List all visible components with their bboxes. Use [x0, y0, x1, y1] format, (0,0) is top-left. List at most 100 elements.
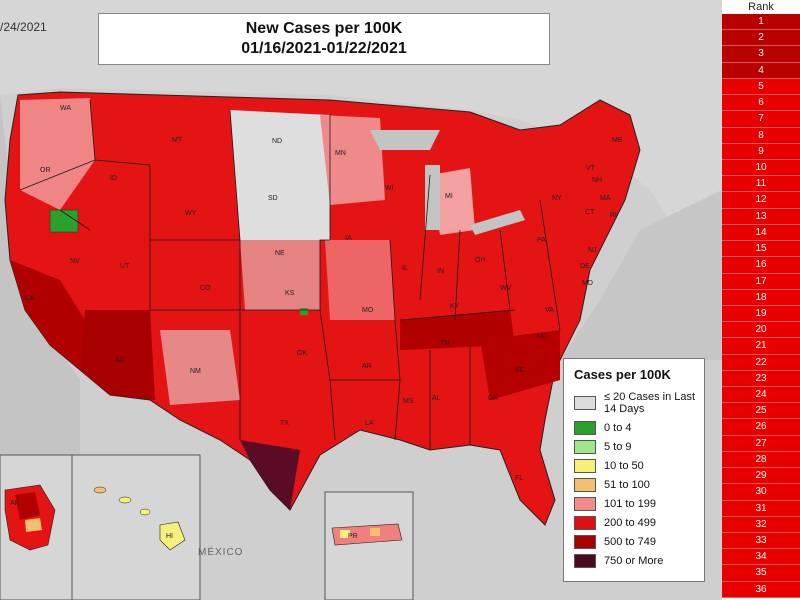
rank-cell: 19 [722, 305, 800, 323]
state-label: VA [545, 307, 554, 314]
state-label: KS [285, 290, 295, 297]
rank-cell: 20 [722, 322, 800, 339]
state-label: UT [120, 263, 130, 270]
state-label: WA [60, 105, 71, 112]
rank-cell: 33 [722, 533, 800, 550]
legend-swatch [574, 534, 596, 549]
date-corner-label: /24/2021 [0, 20, 47, 34]
rank-cell: 10 [722, 159, 800, 177]
legend-item: 200 to 499 [574, 513, 704, 532]
rank-cell: 16 [722, 257, 800, 274]
state-label: LA [365, 420, 374, 427]
legend-item: 5 to 9 [574, 437, 704, 456]
map-date-range: 01/16/2021-01/22/2021 [241, 40, 407, 57]
state-label: NH [592, 177, 602, 184]
state-label: NE [275, 250, 285, 257]
rank-cell: 7 [722, 111, 800, 128]
state-label: NJ [588, 247, 597, 254]
rank-cell: 15 [722, 241, 800, 258]
rank-panel: Rank 1 2 3 4 5 6 7 8 9 10 11 12 13 14 15 16 17 18 19 20 21 22… [722, 0, 800, 600]
rank-cell: 32 [722, 516, 800, 533]
state-label: AL [432, 395, 441, 402]
region-nebraska-kansas [240, 240, 320, 310]
rank-cell: 5 [722, 78, 800, 96]
state-label: DE [580, 263, 590, 270]
state-label: CT [585, 209, 595, 216]
state-label: ND [272, 138, 282, 145]
rank-cell: 12 [722, 192, 800, 209]
legend-label: 101 to 199 [604, 497, 656, 510]
rank-cell: 26 [722, 419, 800, 436]
rank-cell: 31 [722, 500, 800, 517]
rank-cell: 3 [722, 46, 800, 63]
legend-swatch [574, 420, 596, 435]
state-label: GA [488, 395, 498, 402]
rank-cell: 29 [722, 468, 800, 485]
rank-cell: 14 [722, 224, 800, 242]
legend-label: 500 to 749 [604, 535, 656, 548]
state-borders [19, 99, 561, 450]
rank-cell: 30 [722, 484, 800, 501]
legend-label: ≤ 20 Cases in Last 14 Days [604, 391, 696, 415]
state-label: MI [445, 193, 453, 200]
state-label: IL [402, 265, 408, 272]
state-label: SC [515, 367, 525, 374]
state-label: WY [185, 210, 197, 217]
rank-cell: 8 [722, 127, 800, 144]
rank-cell: 2 [722, 30, 800, 47]
region-iowa-missouri [325, 240, 395, 320]
canada-land [0, 0, 722, 300]
state-label: MS [403, 398, 414, 405]
state-label: OH [475, 257, 486, 264]
legend-swatch [574, 439, 596, 454]
rank-cell: 34 [722, 549, 800, 566]
state-label: TN [440, 340, 449, 347]
state-label: NV [70, 258, 80, 265]
state-label: AK [10, 500, 20, 507]
map-area: WA OR ID MT ND MN WY SD NV CA UT CO NE K… [0, 0, 722, 600]
state-label: ID [110, 175, 117, 182]
rank-cell: 22 [722, 354, 800, 371]
legend-label: 5 to 9 [604, 440, 632, 453]
lake-superior [370, 130, 440, 150]
region-south-texas [240, 440, 300, 510]
rank-cell: 18 [722, 289, 800, 306]
rank-cell: 24 [722, 387, 800, 404]
state-label: VT [586, 165, 596, 172]
region-new-mexico-grey [160, 330, 240, 405]
rank-cell: 9 [722, 143, 800, 160]
state-label: OK [297, 350, 307, 357]
rank-cell: 1 [722, 14, 800, 31]
state-label: IN [437, 268, 444, 275]
legend-item: 10 to 50 [574, 456, 704, 475]
legend-label: 51 to 100 [604, 478, 650, 491]
legend: Cases per 100K ≤ 20 Cases in Last 14 Day… [563, 358, 705, 582]
legend-items: ≤ 20 Cases in Last 14 Days 0 to 4 5 to 9 10… [564, 388, 704, 570]
state-label: WI [385, 185, 394, 192]
rank-cell: 35 [722, 565, 800, 582]
legend-label: 200 to 499 [604, 516, 656, 529]
legend-swatch [574, 515, 596, 530]
state-label: PA [537, 237, 546, 244]
legend-label: 0 to 4 [604, 421, 632, 434]
state-label: MT [172, 137, 183, 144]
state-label: IA [345, 235, 352, 242]
region-southeast [480, 330, 560, 400]
state-label: WV [500, 285, 512, 292]
state-label: HI [166, 533, 173, 540]
region-california-south [10, 260, 85, 370]
legend-label: 750 or More [604, 554, 664, 567]
legend-swatch [574, 477, 596, 492]
county-green-kansas [300, 308, 308, 315]
state-label: ME [612, 137, 623, 144]
region-minnesota [320, 115, 385, 205]
state-label: AR [362, 363, 372, 370]
state-label: PR [348, 533, 358, 540]
rank-header: Rank [748, 1, 774, 13]
puerto-rico-inset: PR [324, 491, 414, 600]
state-label: TX [280, 420, 289, 427]
rank-cell: 17 [722, 273, 800, 290]
state-label: MO [362, 307, 374, 314]
rank-cell: 11 [722, 176, 800, 193]
state-label: MD [582, 280, 593, 287]
